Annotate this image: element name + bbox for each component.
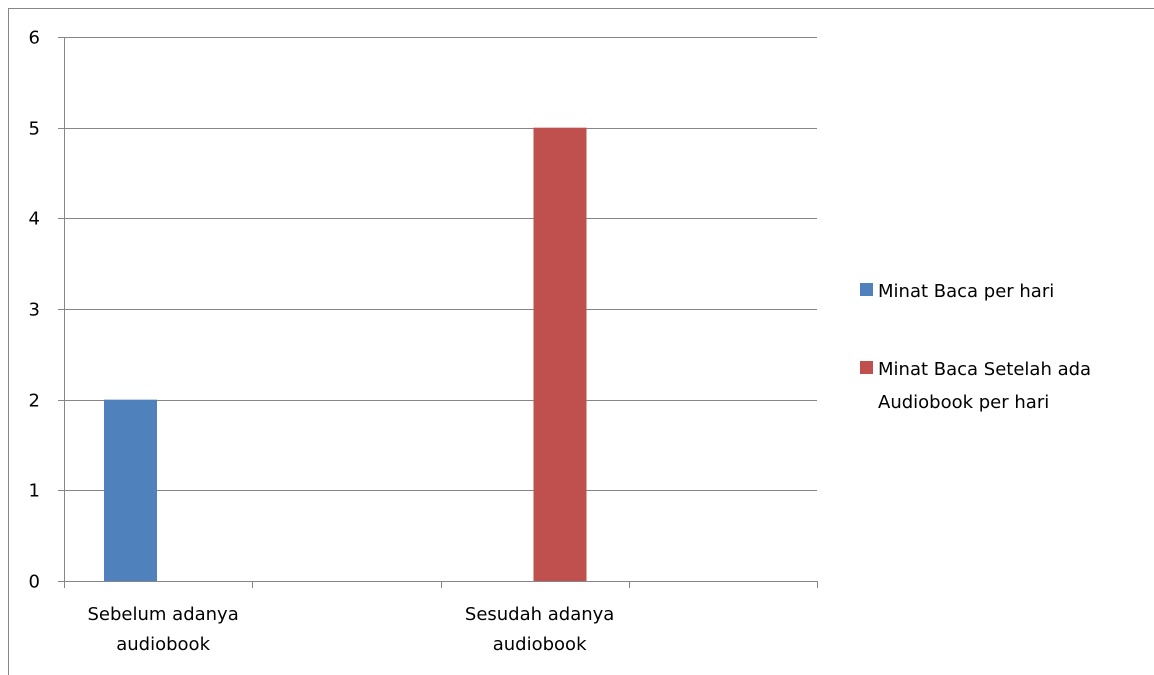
y-tick-label: 4 bbox=[29, 209, 40, 230]
bar-series1-cat1 bbox=[104, 399, 157, 581]
y-tick-label: 5 bbox=[29, 119, 40, 140]
legend-label-2: Audiobook per hari bbox=[878, 392, 1049, 413]
chart-border bbox=[8, 8, 1154, 675]
y-tick-label: 3 bbox=[29, 300, 40, 321]
category-label: Sesudah adanya bbox=[465, 604, 614, 625]
category-label: audiobook bbox=[116, 634, 210, 655]
bars bbox=[104, 127, 587, 582]
category-labels: Sebelum adanya audiobook Sesudah adanya aud… bbox=[88, 604, 615, 655]
y-tick-label: 0 bbox=[29, 572, 40, 593]
axes bbox=[58, 37, 818, 588]
legend: Minat Baca per hari Minat Baca Setelah ad… bbox=[860, 281, 1091, 413]
y-tick-label: 1 bbox=[29, 481, 40, 502]
legend-swatch-1 bbox=[860, 283, 873, 296]
y-tick-labels: 0 1 2 3 4 5 6 bbox=[29, 28, 40, 593]
category-label: Sebelum adanya bbox=[88, 604, 239, 625]
legend-label-2: Minat Baca Setelah ada bbox=[878, 359, 1091, 380]
legend-swatch-2 bbox=[860, 361, 873, 374]
bar-series2-cat2 bbox=[533, 127, 587, 582]
gridlines bbox=[64, 37, 817, 491]
legend-label-1: Minat Baca per hari bbox=[878, 281, 1054, 302]
y-tick-label: 2 bbox=[29, 391, 40, 412]
category-label: audiobook bbox=[493, 634, 587, 655]
y-tick-label: 6 bbox=[29, 28, 40, 49]
